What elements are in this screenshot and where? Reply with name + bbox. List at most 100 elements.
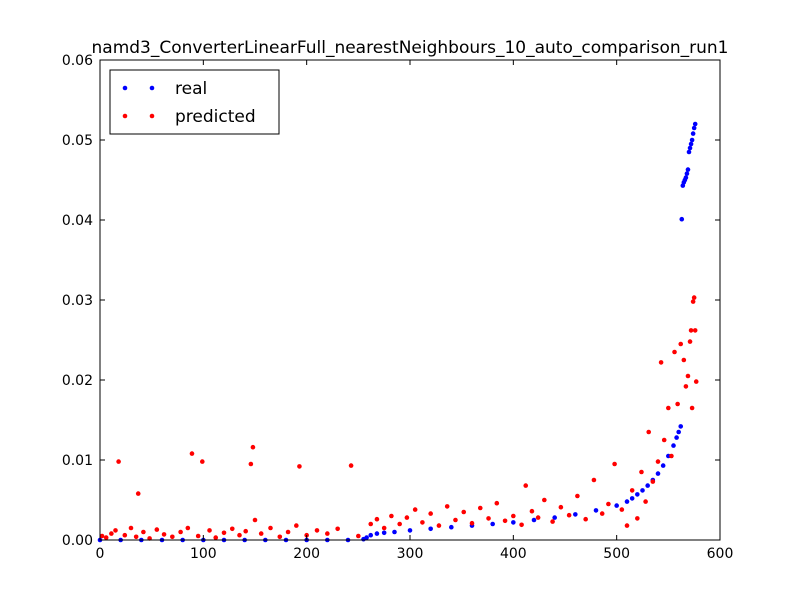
predicted-point xyxy=(294,523,299,528)
predicted-point xyxy=(116,459,121,464)
predicted-point xyxy=(583,516,588,522)
predicted-point xyxy=(639,469,644,475)
predicted-point xyxy=(688,328,694,333)
real-point xyxy=(552,515,557,520)
predicted-point xyxy=(141,529,146,535)
predicted-point xyxy=(529,508,535,514)
x-tick-label: 100 xyxy=(190,546,217,562)
real-point xyxy=(392,529,397,535)
real-point xyxy=(688,141,694,147)
real-point xyxy=(692,121,698,127)
predicted-point xyxy=(374,516,380,522)
legend-marker-predicted xyxy=(122,113,128,119)
axis-ticks: 0 100 200 300 400 500 600 0.00 0.01 0.02 0.03 0.04 0… xyxy=(62,53,734,562)
predicted-point xyxy=(397,521,402,527)
predicted-point xyxy=(591,477,597,483)
predicted-point xyxy=(135,491,141,496)
series-real xyxy=(97,121,698,543)
legend-marker-predicted xyxy=(149,113,155,119)
predicted-point xyxy=(635,516,640,521)
x-tick-label: 300 xyxy=(397,546,424,562)
predicted-point xyxy=(655,459,661,464)
real-point xyxy=(573,512,578,517)
predicted-point xyxy=(672,349,677,355)
series-predicted xyxy=(99,295,699,541)
predicted-point xyxy=(389,513,394,519)
predicted-point xyxy=(669,453,674,459)
legend-label-predicted: predicted xyxy=(175,107,256,127)
predicted-point xyxy=(237,532,242,538)
real-point xyxy=(374,531,380,536)
predicted-point xyxy=(687,339,693,344)
real-point xyxy=(368,532,374,538)
predicted-point xyxy=(681,357,687,363)
real-point xyxy=(364,535,369,540)
predicted-point xyxy=(113,528,118,533)
real-point xyxy=(635,492,640,497)
chart-title: namd3_ConverterLinearFull_nearestNeighbo… xyxy=(92,38,729,58)
real-point xyxy=(490,521,495,527)
predicted-point xyxy=(325,531,330,536)
predicted-point xyxy=(494,500,500,506)
predicted-point xyxy=(297,464,302,469)
predicted-point xyxy=(691,295,697,300)
predicted-point xyxy=(404,515,410,520)
y-tick-label: 0.02 xyxy=(62,373,93,389)
real-point xyxy=(685,167,691,172)
predicted-point xyxy=(428,511,433,516)
predicted-point xyxy=(161,532,167,537)
predicted-point xyxy=(624,523,630,528)
predicted-point xyxy=(103,535,109,540)
real-point xyxy=(624,499,630,504)
predicted-point xyxy=(348,463,354,468)
predicted-point xyxy=(436,523,442,528)
predicted-point xyxy=(690,299,696,304)
predicted-point xyxy=(692,328,698,333)
x-tick-label: 200 xyxy=(293,546,320,562)
predicted-point xyxy=(207,528,212,533)
predicted-point xyxy=(486,516,491,521)
real-point xyxy=(678,424,684,429)
real-point xyxy=(531,517,537,523)
predicted-point xyxy=(689,405,695,411)
predicted-point xyxy=(612,461,617,467)
predicted-point xyxy=(666,405,671,411)
predicted-point xyxy=(221,530,227,536)
predicted-point xyxy=(606,501,611,507)
predicted-point xyxy=(461,509,467,515)
predicted-point xyxy=(575,493,580,499)
y-tick-label: 0.03 xyxy=(62,293,93,309)
y-tick-label: 0.04 xyxy=(62,213,93,229)
predicted-point xyxy=(629,488,635,493)
predicted-point xyxy=(200,459,205,464)
predicted-point xyxy=(213,535,219,540)
real-point xyxy=(691,125,697,131)
predicted-point xyxy=(133,534,139,540)
predicted-point xyxy=(178,529,183,535)
real-point xyxy=(381,530,387,536)
predicted-point xyxy=(368,521,374,527)
predicted-point xyxy=(523,483,529,488)
predicted-point xyxy=(109,531,114,536)
predicted-point xyxy=(170,534,175,540)
predicted-point xyxy=(678,341,684,347)
predicted-point xyxy=(511,513,516,519)
predicted-point xyxy=(258,531,264,536)
real-point xyxy=(660,463,666,468)
predicted-point xyxy=(268,525,273,531)
predicted-point xyxy=(195,533,201,539)
real-point xyxy=(676,429,681,435)
predicted-point xyxy=(356,533,361,539)
predicted-point xyxy=(229,526,235,532)
real-point xyxy=(679,216,685,222)
predicted-point xyxy=(502,518,508,524)
predicted-point xyxy=(248,461,254,467)
real-point xyxy=(511,520,516,525)
real-point xyxy=(686,149,692,155)
real-point xyxy=(640,488,645,493)
predicted-point xyxy=(128,525,134,531)
real-point xyxy=(674,435,679,440)
predicted-point xyxy=(542,497,547,503)
predicted-point xyxy=(453,517,458,523)
x-tick-label: 600 xyxy=(707,546,734,562)
